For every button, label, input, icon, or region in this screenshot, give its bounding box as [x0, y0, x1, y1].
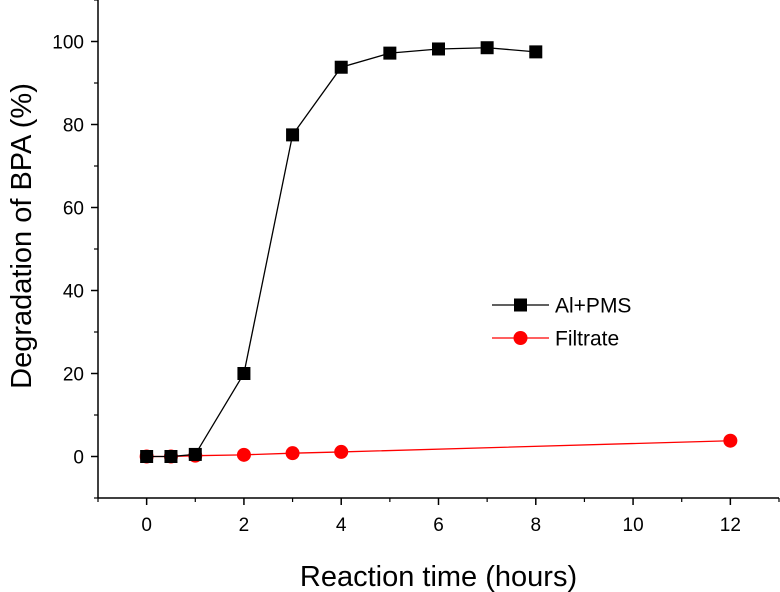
y-tick-label: 60: [63, 199, 84, 220]
x-tick-label: 12: [720, 515, 741, 536]
data-point: [334, 60, 348, 74]
series-layer: [139, 41, 738, 464]
x-tick-label: 4: [336, 515, 347, 536]
data-point: [285, 446, 300, 461]
x-tick-label: 2: [239, 515, 250, 536]
data-point: [529, 45, 543, 59]
x-tick-label: 6: [433, 515, 444, 536]
x-tick-label: 8: [530, 515, 541, 536]
legend-label: Al+PMS: [555, 295, 631, 318]
data-point: [140, 450, 154, 463]
legend: Al+PMS Filtrate: [492, 295, 631, 351]
axes: [97, 0, 779, 499]
y-tick-label: 80: [63, 116, 84, 137]
data-point: [480, 41, 494, 55]
y-tick-label: 20: [63, 365, 84, 386]
data-point: [188, 447, 202, 461]
data-point: [383, 46, 397, 60]
y-axis-title: Degradation of BPA (%): [6, 83, 38, 389]
data-point: [164, 450, 178, 463]
x-tick-label: 10: [623, 515, 644, 536]
y-tick-label: 100: [52, 33, 84, 54]
data-point: [723, 433, 738, 448]
y-tick-label: 40: [63, 282, 84, 303]
ticks: 0 20 40 60 80 100 0 2 4 6 8 10 12: [52, 0, 780, 536]
legend-marker: [513, 331, 528, 345]
data-point: [286, 128, 300, 142]
series-filtrate: [139, 433, 738, 464]
data-point: [236, 447, 251, 462]
x-axis-title: Reaction time (hours): [300, 561, 577, 592]
legend-entry: Al+PMS: [492, 295, 631, 318]
y-tick-label: 0: [73, 448, 84, 469]
legend-label: Filtrate: [555, 328, 619, 351]
data-point: [237, 367, 251, 380]
series-line: [146, 47, 536, 458]
legend-marker: [514, 298, 527, 312]
data-point: [334, 444, 349, 459]
data-point: [432, 42, 445, 56]
legend-entry: Filtrate: [492, 328, 619, 351]
x-tick-label: 0: [141, 515, 152, 536]
series-al-pms: [140, 41, 543, 463]
series-line: [146, 440, 731, 458]
